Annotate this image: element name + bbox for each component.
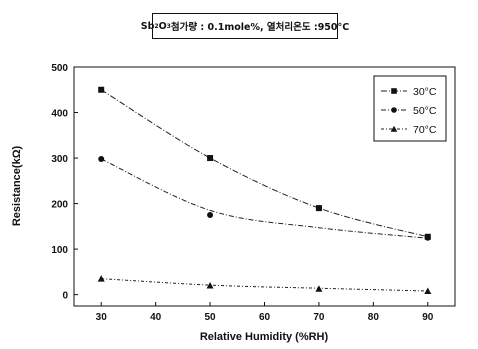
data-point-s1-50 — [207, 211, 214, 218]
y-axis-label: Resistance(kΩ) — [11, 145, 23, 226]
x-tick-label-50: 50 — [205, 312, 217, 323]
series-line-0 — [100, 89, 428, 238]
x-tick-label-30: 30 — [96, 312, 108, 323]
data-point-s2-30 — [97, 275, 105, 282]
legend-marker-0 — [391, 88, 397, 94]
x-tick-label-70: 70 — [313, 312, 325, 323]
y-tick-label-400: 400 — [51, 109, 68, 120]
legend-marker-2 — [390, 125, 398, 132]
data-point-s2-70 — [315, 285, 323, 292]
series-line-1 — [100, 158, 428, 239]
legend-label-0: 30°C — [413, 86, 437, 98]
y-tick-label-300: 300 — [51, 154, 68, 165]
x-tick-label-80: 80 — [368, 312, 380, 323]
x-tick-label-40: 40 — [150, 312, 162, 323]
x-tick-label-90: 90 — [422, 312, 434, 323]
y-tick-label-500: 500 — [51, 63, 68, 74]
legend-label-1: 50°C — [413, 105, 437, 117]
title-sub1: 2 — [154, 22, 159, 30]
title-sub2: 3 — [166, 22, 171, 30]
x-axis-label: Relative Humidity (%RH) — [200, 331, 329, 343]
legend-label-2: 70°C — [413, 124, 437, 136]
chart-title: Sb 2 O 3 첨가량 : 0.1mole%, 열처리온도 :950°C — [141, 13, 349, 39]
data-point-s2-50 — [206, 282, 214, 289]
title-mid: O — [158, 20, 167, 32]
legend: 30°C 50°C 70°C — [373, 75, 447, 142]
data-point-s2-90 — [424, 287, 432, 294]
legend-marker-1 — [391, 107, 397, 113]
series-line-2 — [101, 278, 428, 292]
title-post: 첨가량 : 0.1mole%, 열처리온도 :950°C — [170, 22, 350, 33]
y-tick-label-100: 100 — [51, 245, 68, 256]
data-point-s1-70 — [315, 205, 322, 212]
data-point-s1-30 — [98, 155, 105, 162]
data-point-s0-50 — [207, 155, 214, 162]
data-point-s0-30 — [98, 86, 105, 93]
legend-box — [373, 75, 447, 142]
x-tick-label-60: 60 — [259, 312, 271, 323]
title-pre: Sb — [140, 20, 155, 32]
y-tick-label-200: 200 — [51, 200, 68, 211]
y-tick-label-0: 0 — [62, 291, 68, 302]
data-point-s1-90 — [424, 234, 431, 241]
